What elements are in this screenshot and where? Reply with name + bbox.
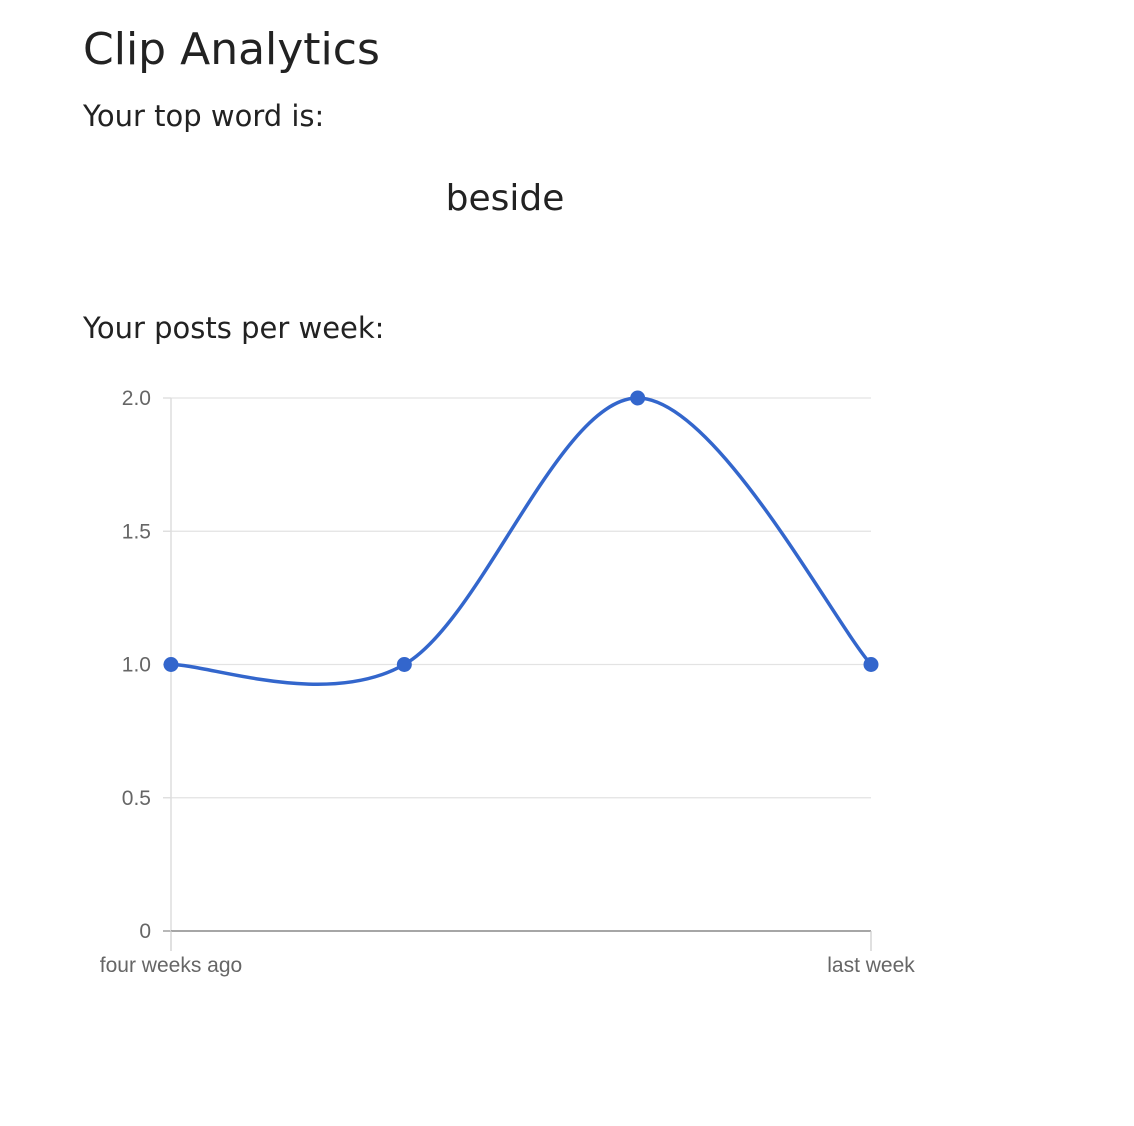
posts-per-week-label: Your posts per week: xyxy=(83,311,385,345)
x-tick-labels: four weeks ago last week xyxy=(100,931,915,977)
data-point[interactable] xyxy=(396,657,412,672)
data-point[interactable] xyxy=(163,657,179,672)
top-word-label: Your top word is: xyxy=(83,99,325,133)
y-tick-label: 2.0 xyxy=(122,387,151,410)
page-title: Clip Analytics xyxy=(83,24,380,75)
top-word-value: beside xyxy=(445,178,565,219)
y-tick-label: 1.0 xyxy=(122,654,151,677)
chart-gridlines xyxy=(163,397,871,932)
series-line xyxy=(170,396,873,686)
y-tick-label: 0 xyxy=(139,920,151,943)
y-tick-label: 1.5 xyxy=(122,520,151,543)
y-tick-label: 0.5 xyxy=(122,787,151,810)
x-tick-label: last week xyxy=(827,954,915,977)
data-points xyxy=(163,390,879,672)
data-point[interactable] xyxy=(630,390,646,406)
x-tick-label: four weeks ago xyxy=(100,954,242,977)
data-point[interactable] xyxy=(863,657,879,672)
series-lines xyxy=(170,396,873,686)
y-tick-labels: 0 0.5 1.0 1.5 2.0 xyxy=(122,387,151,943)
